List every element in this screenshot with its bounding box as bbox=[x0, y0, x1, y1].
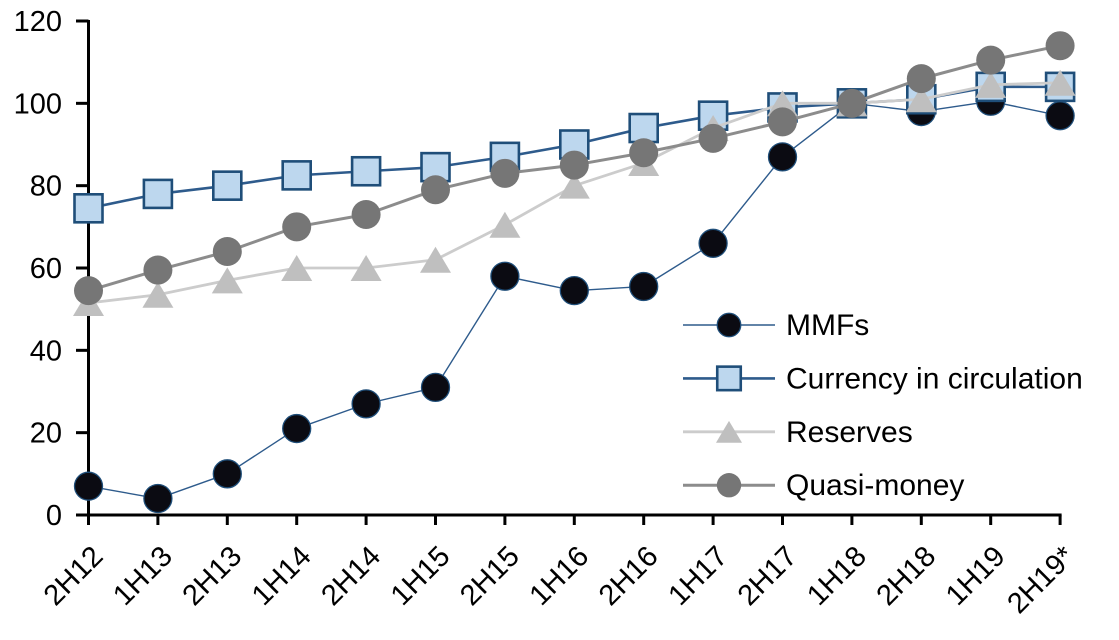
quasi-money-marker bbox=[282, 212, 312, 242]
reserves-marker bbox=[350, 254, 382, 282]
mmfs-marker bbox=[698, 228, 728, 258]
reserves-marker bbox=[142, 281, 174, 308]
x-tick-label: 2H15 bbox=[454, 540, 526, 612]
legend-label: Currency in circulation bbox=[786, 362, 1083, 395]
x-tick-label: 2H12 bbox=[38, 540, 110, 612]
quasi-money-marker bbox=[837, 88, 867, 118]
legend-label: Quasi-money bbox=[786, 469, 964, 502]
x-tick-label: 2H13 bbox=[177, 540, 249, 612]
reserves-marker bbox=[715, 420, 743, 443]
reserves-marker bbox=[905, 86, 937, 113]
quasi-money-marker bbox=[490, 158, 520, 188]
reserves-marker bbox=[281, 254, 313, 282]
mmfs-marker bbox=[767, 142, 798, 172]
quasi-money-marker bbox=[716, 473, 742, 498]
series-quasi-money bbox=[74, 31, 1075, 306]
y-tick-label: 20 bbox=[30, 418, 62, 450]
legend-label: Reserves bbox=[786, 416, 913, 449]
quasi-money-marker bbox=[421, 175, 450, 205]
x-tick-label: 1H15 bbox=[385, 540, 457, 612]
x-tick-label: 2H17 bbox=[732, 540, 804, 612]
x-tick-label: 1H19 bbox=[940, 540, 1012, 612]
mmfs-marker bbox=[629, 271, 659, 302]
x-tick-label: 1H16 bbox=[524, 540, 596, 612]
legend-item-currency-in-circulation: Currency in circulation bbox=[683, 362, 1083, 395]
reserves-marker bbox=[489, 211, 521, 238]
reserves-marker bbox=[558, 172, 590, 199]
quasi-money-marker bbox=[143, 255, 173, 285]
x-tick-label: 2H18 bbox=[871, 540, 943, 612]
reserves-marker bbox=[211, 267, 243, 294]
quasi-money-marker bbox=[1045, 31, 1075, 61]
currency-in-circulation-marker bbox=[142, 178, 174, 210]
quasi-money-marker bbox=[768, 107, 797, 137]
mmfs-marker bbox=[282, 413, 312, 444]
currency-in-circulation-marker bbox=[212, 170, 243, 201]
quasi-money-marker bbox=[629, 138, 659, 168]
x-tick-label: 2H14 bbox=[315, 540, 387, 612]
quasi-money-marker bbox=[74, 276, 103, 306]
reserves-marker bbox=[1044, 69, 1076, 96]
x-tick-label: 2H16 bbox=[593, 540, 665, 612]
mmfs-marker bbox=[73, 471, 104, 501]
x-tick-label: 1H17 bbox=[662, 540, 734, 612]
reserves-marker bbox=[975, 71, 1007, 98]
mmfs-marker bbox=[351, 389, 381, 419]
mmfs-marker bbox=[212, 459, 242, 489]
quasi-money-marker bbox=[698, 123, 728, 153]
currency-in-circulation-marker bbox=[73, 193, 104, 224]
mmfs-marker bbox=[1045, 101, 1075, 131]
y-tick-label: 120 bbox=[14, 6, 62, 38]
legend-item-quasi-money: Quasi-money bbox=[683, 469, 964, 502]
y-tick-label: 80 bbox=[30, 171, 62, 203]
mmfs-marker bbox=[559, 275, 589, 306]
y-tick-label: 60 bbox=[30, 253, 62, 285]
quasi-money-marker bbox=[906, 64, 936, 94]
mmfs-marker bbox=[716, 312, 742, 338]
legend-item-reserves: Reserves bbox=[683, 416, 913, 449]
mmfs-marker bbox=[490, 261, 520, 291]
legend: MMFs Currency in circulation Reserves Quasi… bbox=[683, 309, 1083, 502]
x-tick-label: 1H18 bbox=[801, 540, 873, 612]
y-tick-label: 40 bbox=[30, 335, 62, 367]
y-tick-label: 100 bbox=[14, 88, 62, 120]
quasi-money-marker bbox=[351, 199, 381, 229]
reserves-marker bbox=[420, 246, 451, 273]
currency-in-circulation-marker bbox=[350, 155, 382, 187]
currency-in-circulation-marker bbox=[628, 112, 660, 144]
mmfs-marker bbox=[143, 483, 173, 514]
currency-in-circulation-marker bbox=[281, 160, 313, 191]
x-tick-label: 2H19* bbox=[1001, 540, 1081, 620]
legend-item-mmfs: MMFs bbox=[683, 309, 869, 342]
y-tick-label: 0 bbox=[46, 500, 62, 532]
quasi-money-marker bbox=[976, 45, 1006, 75]
mmfs-marker bbox=[420, 372, 451, 403]
x-tick-label: 1H14 bbox=[246, 540, 318, 612]
x-tick-label: 1H13 bbox=[107, 540, 179, 612]
legend-label: MMFs bbox=[786, 309, 869, 342]
quasi-money-marker bbox=[212, 237, 242, 267]
currency-in-circulation-marker bbox=[715, 365, 743, 392]
quasi-money-marker bbox=[559, 150, 589, 180]
